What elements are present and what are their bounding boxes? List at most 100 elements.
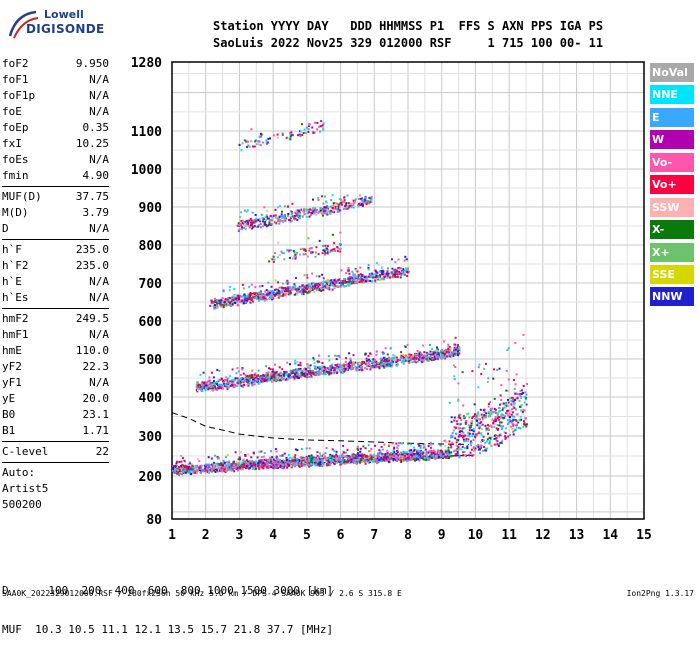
- echo-point: [457, 399, 459, 401]
- echo-point: [278, 290, 280, 292]
- echo-point: [303, 248, 305, 250]
- echo-point: [326, 447, 328, 449]
- echo-point: [482, 418, 484, 420]
- echo-point: [355, 269, 357, 271]
- echo-point: [477, 386, 479, 388]
- echo-point: [456, 449, 458, 451]
- echo-point: [318, 463, 320, 465]
- echo-point: [371, 196, 373, 198]
- echo-point: [238, 371, 240, 373]
- echo-point: [501, 442, 503, 444]
- echo-point: [207, 464, 209, 466]
- echo-point: [361, 457, 363, 459]
- echo-point: [319, 368, 321, 370]
- echo-point: [507, 399, 509, 401]
- echo-point: [262, 220, 264, 222]
- echo-point: [459, 455, 461, 457]
- echo-point: [221, 378, 223, 380]
- echo-point: [343, 278, 345, 280]
- echo-point: [286, 467, 288, 469]
- echo-point: [302, 370, 304, 372]
- echo-point: [361, 278, 363, 280]
- echo-point: [309, 248, 311, 250]
- echo-point: [513, 407, 515, 409]
- echo-point: [338, 355, 340, 357]
- echo-point: [436, 349, 438, 351]
- echo-point: [376, 262, 378, 264]
- echo-point: [384, 273, 386, 275]
- echo-point: [236, 372, 238, 374]
- echo-point: [178, 474, 180, 476]
- echo-point: [376, 462, 378, 464]
- echo-point: [501, 428, 503, 430]
- echo-point: [526, 423, 528, 425]
- echo-point: [444, 445, 446, 447]
- echo-point: [343, 196, 345, 198]
- echo-point: [505, 432, 507, 434]
- echo-point: [371, 458, 373, 460]
- echo-point: [481, 414, 483, 416]
- echo-point: [336, 372, 338, 374]
- echo-point: [397, 457, 399, 459]
- echo-point: [225, 466, 227, 468]
- echo-point: [499, 368, 501, 370]
- echo-point: [330, 279, 332, 281]
- echo-point: [508, 402, 510, 404]
- echo-point: [380, 358, 382, 360]
- echo-point: [405, 355, 407, 357]
- echo-point: [225, 456, 227, 458]
- echo-point: [459, 427, 461, 429]
- echo-point: [254, 225, 256, 227]
- echo-point: [234, 385, 236, 387]
- echo-point: [407, 443, 409, 445]
- echo-point: [366, 368, 368, 370]
- echo-point: [522, 413, 524, 415]
- echo-point: [339, 464, 341, 466]
- echo-point: [315, 462, 317, 464]
- echo-point: [462, 371, 464, 373]
- echo-point: [423, 351, 425, 353]
- echo-point: [402, 454, 404, 456]
- echo-point: [336, 462, 338, 464]
- echo-point: [371, 361, 373, 363]
- echo-point: [326, 214, 328, 216]
- echo-point: [454, 417, 456, 419]
- echo-point: [433, 457, 435, 459]
- echo-point: [387, 267, 389, 269]
- echo-point: [484, 442, 486, 444]
- echo-point: [342, 369, 344, 371]
- echo-point: [366, 365, 368, 367]
- echo-point: [225, 384, 227, 386]
- echo-point: [314, 365, 316, 367]
- echo-point: [250, 297, 252, 299]
- echo-point: [306, 373, 308, 375]
- echo-point: [216, 307, 218, 309]
- echo-point: [340, 459, 342, 461]
- echo-point: [495, 419, 497, 421]
- echo-point: [500, 384, 502, 386]
- echo-point: [479, 425, 481, 427]
- echo-point: [305, 250, 307, 252]
- echo-point: [303, 213, 305, 215]
- echo-point: [428, 445, 430, 447]
- echo-point: [292, 460, 294, 462]
- echo-point: [234, 377, 236, 379]
- echo-point: [218, 384, 220, 386]
- echo-point: [259, 460, 261, 462]
- echo-point: [509, 416, 511, 418]
- echo-point: [485, 429, 487, 431]
- echo-point: [300, 286, 302, 288]
- echo-point: [309, 286, 311, 288]
- echo-point: [463, 435, 465, 437]
- echo-point: [398, 442, 400, 444]
- echo-point: [228, 386, 230, 388]
- echo-point: [372, 365, 374, 367]
- echo-point: [425, 459, 427, 461]
- echo-point: [220, 299, 222, 301]
- echo-point: [354, 274, 356, 276]
- echo-point: [315, 464, 317, 466]
- echo-point: [252, 468, 254, 470]
- echo-point: [524, 401, 526, 403]
- echo-point: [516, 373, 518, 375]
- echo-point: [494, 408, 496, 410]
